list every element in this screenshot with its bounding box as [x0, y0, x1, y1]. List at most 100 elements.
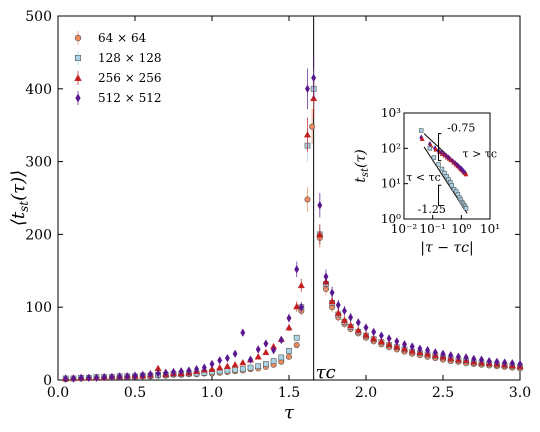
- data-point: [494, 357, 500, 367]
- data-point: [328, 297, 336, 305]
- inset-x-tick-label: 10⁻²: [391, 222, 418, 236]
- data-point: [271, 345, 277, 355]
- inset-y-tick-label: 10¹: [381, 177, 401, 191]
- data-point: [178, 367, 184, 376]
- data-point: [305, 84, 310, 94]
- data-point: [278, 354, 285, 361]
- data-point: [132, 371, 138, 380]
- inset-slope-label-upper: -0.75: [447, 121, 475, 134]
- legend-label: 64 × 64: [98, 31, 147, 45]
- data-point: [208, 365, 216, 372]
- data-point: [348, 313, 354, 322]
- inset-y-tick-label: 10³: [381, 106, 401, 120]
- inset-regime-above: τ > τc: [463, 148, 498, 161]
- data-point: [517, 359, 523, 369]
- data-point: [440, 349, 446, 359]
- data-point: [347, 321, 355, 329]
- data-point: [263, 339, 269, 348]
- data-point: [502, 358, 508, 367]
- inset-y-tick-label: 10²: [381, 141, 401, 155]
- data-point: [255, 345, 261, 354]
- data-point: [140, 370, 146, 380]
- data-point: [163, 368, 169, 377]
- critical-line-group: τc: [313, 16, 336, 383]
- inset-frame: [403, 112, 491, 220]
- data-point: [240, 328, 246, 337]
- data-point: [217, 356, 223, 365]
- legend: 64 × 64 128 × 128 256 × 256 512 × 512: [74, 31, 162, 105]
- legend-marker: [74, 74, 82, 81]
- data-point: [455, 352, 461, 361]
- x-tick-label: 2.5: [432, 385, 454, 401]
- data-point: [232, 349, 238, 359]
- inset-y-tick-label: 10⁰: [381, 212, 401, 226]
- data-point: [334, 309, 342, 316]
- data-point: [354, 326, 362, 334]
- data-point: [171, 367, 176, 377]
- data-point: [209, 359, 215, 369]
- data-point: [298, 302, 304, 312]
- data-point: [124, 372, 130, 381]
- data-point: [311, 73, 317, 83]
- data-point: [216, 364, 224, 371]
- x-tick-label: 2.0: [355, 385, 377, 401]
- data-point: [109, 372, 115, 382]
- legend-marker: [74, 34, 82, 42]
- data-point: [378, 331, 384, 340]
- data-point: [448, 351, 454, 360]
- inset-x-tick-label: 10⁰: [451, 222, 471, 236]
- inset-x-tick-label: 10⁻¹: [419, 222, 445, 236]
- y-tick-label: 300: [25, 155, 52, 171]
- x-tick-label: 3.0: [509, 385, 531, 401]
- legend-marker: [75, 93, 81, 103]
- data-point: [186, 366, 192, 375]
- data-point: [194, 364, 200, 374]
- data-point: [231, 361, 239, 368]
- data-point: [285, 323, 293, 331]
- y-tick-label: 100: [25, 300, 52, 316]
- data-marks: [62, 56, 524, 383]
- inset-point-above-alt: [419, 136, 425, 141]
- inset-annotations: -0.75 -1.25 τ > τc τ < τc: [406, 121, 497, 215]
- data-point: [94, 373, 99, 383]
- data-point: [386, 334, 392, 343]
- data-point: [232, 366, 238, 373]
- x-tick-label: 0.5: [124, 385, 146, 401]
- data-point: [303, 131, 312, 138]
- data-point: [147, 369, 153, 379]
- axis-ticks: 0.0 0.5 1.0 1.5 2.0 2.5 3.0 0 100 200 300 400 500: [25, 9, 531, 401]
- x-tick-label: 1.5: [278, 385, 300, 401]
- inset-regime-below: τ < τc: [406, 171, 441, 184]
- inset-axis-ticks: 10⁻² 10⁻¹ 10⁰ 10¹ 10⁰ 10¹ 10² 10³: [381, 106, 500, 236]
- data-point: [70, 374, 76, 383]
- critical-line-label: τc: [316, 362, 336, 383]
- data-point: [304, 196, 311, 203]
- data-point: [86, 373, 92, 383]
- data-point: [479, 355, 484, 364]
- data-point: [239, 366, 246, 372]
- data-point: [509, 359, 515, 368]
- data-point: [471, 354, 477, 364]
- y-tick-label: 200: [25, 227, 52, 243]
- data-point: [286, 313, 292, 323]
- legend-marker: [74, 54, 82, 62]
- inset-point-above-alt: [463, 171, 469, 177]
- inset-point-below: [463, 206, 469, 211]
- data-point: [486, 356, 492, 366]
- data-point: [335, 300, 341, 310]
- data-point: [224, 353, 230, 363]
- data-point: [394, 337, 400, 346]
- inset-bracket-upper: [438, 133, 442, 162]
- data-point: [247, 364, 254, 371]
- data-point: [254, 353, 262, 360]
- data-point: [155, 369, 161, 378]
- legend-label: 128 × 128: [98, 51, 162, 65]
- data-point: [297, 281, 305, 289]
- data-point: [255, 363, 262, 370]
- x-tick-label: 1.0: [201, 385, 223, 401]
- data-point: [263, 361, 269, 367]
- data-point: [362, 331, 370, 338]
- y-tick-label: 500: [25, 9, 52, 25]
- data-point: [377, 337, 385, 345]
